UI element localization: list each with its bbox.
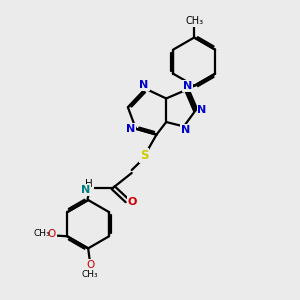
Text: O: O [86,260,94,270]
Text: N: N [181,125,190,135]
Text: N: N [140,80,149,90]
Text: S: S [140,149,148,162]
Text: CH₃: CH₃ [33,230,50,238]
Text: H: H [85,179,93,189]
Text: N: N [126,124,135,134]
Text: O: O [47,229,56,239]
Text: CH₃: CH₃ [82,270,98,279]
Text: N: N [183,81,192,91]
Text: O: O [128,197,137,207]
Text: CH₃: CH₃ [185,16,203,26]
Text: N: N [197,105,207,115]
Text: N: N [81,185,90,195]
